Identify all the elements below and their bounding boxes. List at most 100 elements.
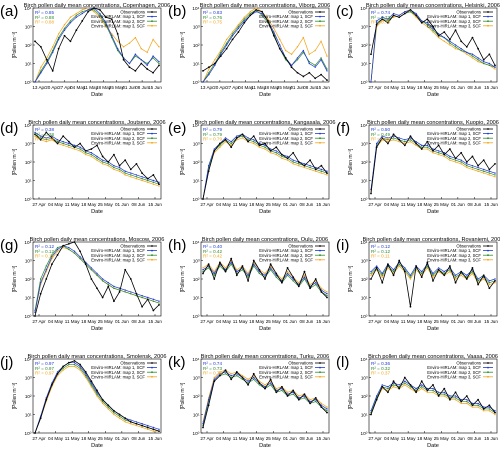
series-point bbox=[320, 168, 323, 171]
series-point bbox=[286, 155, 289, 158]
series-point bbox=[62, 144, 64, 147]
series-point bbox=[68, 146, 70, 148]
series-point bbox=[449, 395, 451, 397]
y-tick-label: 10⁰ bbox=[193, 197, 200, 202]
y-tick-label: 10⁰ bbox=[193, 314, 200, 319]
series-point bbox=[290, 66, 293, 69]
series-point bbox=[437, 395, 440, 397]
series-point bbox=[375, 23, 378, 26]
series-point bbox=[298, 165, 300, 167]
x-tick-label: 04 May bbox=[216, 319, 232, 324]
series-point bbox=[219, 373, 221, 375]
legend-label: Enviro-HIRLAM: map 2, SCF bbox=[91, 370, 145, 375]
series-point bbox=[236, 374, 238, 377]
series-point bbox=[39, 138, 42, 141]
series-point bbox=[460, 163, 462, 165]
y-tick-label: 10⁰ bbox=[361, 314, 368, 319]
x-tick-label: 11 May bbox=[401, 202, 416, 207]
series-point bbox=[69, 20, 72, 22]
series-point bbox=[79, 150, 81, 152]
series-point bbox=[146, 62, 148, 65]
series-point bbox=[62, 142, 64, 145]
series-point bbox=[45, 269, 47, 271]
x-tick-label: 08 Jun bbox=[132, 319, 146, 324]
series-point bbox=[158, 300, 160, 302]
series-point bbox=[286, 391, 289, 393]
series-point bbox=[326, 408, 328, 410]
series-point bbox=[67, 361, 70, 364]
series-point bbox=[252, 135, 255, 137]
series-point bbox=[152, 430, 155, 432]
series-point bbox=[494, 279, 496, 282]
series-point bbox=[85, 374, 87, 377]
series-point bbox=[471, 55, 474, 57]
series-point bbox=[39, 135, 42, 137]
legend-label: Observations bbox=[288, 127, 313, 132]
series-point bbox=[443, 152, 445, 154]
series-point bbox=[147, 428, 149, 430]
y-tick-label: 10² bbox=[361, 43, 368, 48]
series-point bbox=[124, 289, 126, 291]
series-point bbox=[432, 152, 434, 154]
series-point bbox=[93, 11, 95, 13]
series-point bbox=[152, 300, 155, 302]
series-point bbox=[241, 133, 244, 136]
series-point bbox=[315, 282, 317, 284]
series-point bbox=[326, 55, 328, 57]
series-point bbox=[315, 283, 317, 286]
series-point bbox=[415, 142, 417, 145]
panel-b: (b) Birch pollen daily mean concentration… bbox=[168, 3, 330, 98]
x-tick-label: 18 May bbox=[249, 436, 265, 441]
series-point bbox=[118, 287, 121, 289]
series-point bbox=[116, 33, 119, 35]
series-point bbox=[146, 426, 149, 429]
series-point bbox=[135, 174, 138, 176]
y-tick-label: 10² bbox=[361, 160, 368, 165]
series-point bbox=[130, 419, 132, 421]
series-point bbox=[275, 146, 278, 149]
legend-label: Enviro-HIRLAM: map 1, SCF bbox=[427, 365, 481, 370]
series-point bbox=[404, 11, 406, 13]
y-tick-label: 10¹ bbox=[193, 179, 200, 184]
legend-label: Enviro-HIRLAM: map 3, SCF bbox=[259, 257, 313, 262]
series-point bbox=[437, 152, 440, 154]
series-point bbox=[46, 62, 48, 65]
series-point bbox=[454, 391, 457, 394]
series-point bbox=[52, 46, 54, 48]
series-point bbox=[375, 267, 378, 269]
series-point bbox=[483, 410, 485, 412]
legend-marker bbox=[151, 20, 153, 23]
series-point bbox=[471, 406, 474, 408]
series-point bbox=[224, 137, 227, 139]
series-point bbox=[152, 426, 155, 429]
series-point bbox=[426, 140, 429, 143]
series-point bbox=[39, 417, 42, 420]
series-point bbox=[320, 404, 323, 406]
series-point bbox=[230, 142, 232, 145]
r2-label: R² = 0.50 bbox=[371, 127, 390, 132]
panel-letter: (d) bbox=[0, 120, 18, 137]
legend-label: Enviro-HIRLAM: map 2, SCF bbox=[259, 136, 313, 141]
y-tick-label: 10¹ bbox=[361, 413, 368, 418]
y-axis-label: [Pollen m⁻³] bbox=[348, 31, 354, 58]
legend-label: Enviro-HIRLAM: map 1, SCF bbox=[91, 131, 145, 136]
x-tick-label: 01 Jun bbox=[115, 202, 129, 207]
series-point bbox=[298, 163, 300, 165]
y-tick-label: 10³ bbox=[193, 142, 200, 147]
x-tick-label: 25 May bbox=[277, 85, 293, 90]
series-point bbox=[63, 29, 66, 31]
series-point bbox=[466, 400, 468, 403]
series-point bbox=[231, 31, 234, 33]
series-point bbox=[40, 66, 42, 68]
series-point bbox=[152, 57, 154, 59]
x-tick-label: 08 Jun bbox=[468, 202, 482, 207]
series-point bbox=[267, 20, 269, 22]
series-point bbox=[253, 265, 255, 267]
series-point bbox=[146, 298, 149, 301]
series-point bbox=[90, 380, 93, 383]
series-point bbox=[214, 64, 216, 67]
series-point bbox=[392, 139, 395, 141]
legend-marker bbox=[319, 254, 321, 257]
series-point bbox=[63, 27, 66, 30]
series-point bbox=[146, 177, 149, 180]
